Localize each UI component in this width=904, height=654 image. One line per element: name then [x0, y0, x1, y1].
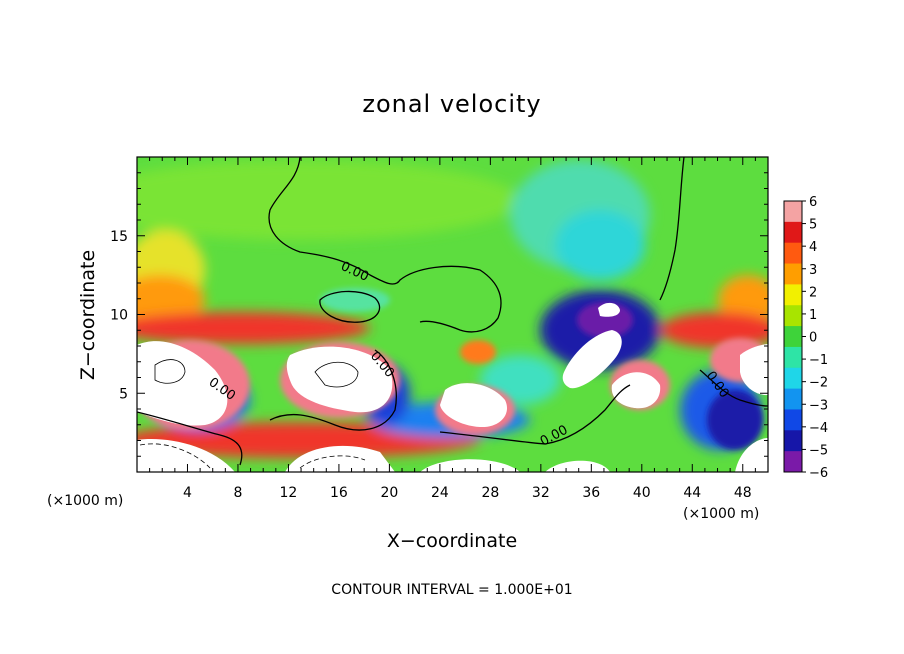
left-orange-band: [137, 275, 205, 325]
white-region-center: [440, 383, 508, 428]
red-layer-left: [137, 312, 370, 344]
colorbar-label: −6: [809, 466, 828, 481]
colorbar-label: 2: [809, 285, 817, 300]
white-region-mid: [286, 346, 393, 413]
white-region-upper-small: [598, 302, 620, 317]
colorbar-swatch: [784, 326, 802, 348]
light-cyan-patch: [320, 288, 390, 312]
colorbar-swatch: [784, 367, 802, 390]
colorbar-swatch: [784, 451, 802, 473]
red-layer-right: [660, 312, 768, 348]
x-tick-label: 44: [683, 485, 701, 501]
colorbar-label: 6: [809, 195, 817, 210]
x-tick-label: 20: [380, 485, 398, 501]
x-tick-label: 16: [330, 485, 348, 501]
colorbar-label: 1: [809, 308, 817, 323]
x-tick-label: 48: [734, 485, 752, 501]
colorbar-label: −2: [809, 376, 828, 391]
x-tick-label: 4: [183, 485, 192, 501]
white-region-far-right: [740, 344, 768, 396]
x-tick-label: 12: [280, 485, 298, 501]
contour-zero-mid: [269, 349, 397, 431]
orange-blob: [460, 340, 496, 364]
colorbar-label: 5: [809, 218, 817, 233]
white-region-right: [611, 372, 661, 409]
colorbar-swatch: [784, 284, 802, 306]
contour-thin-mid: [314, 361, 359, 388]
colorbar-label: 4: [809, 240, 817, 255]
colorbar-label: 0: [809, 331, 817, 346]
colorbar-swatch: [784, 388, 802, 410]
x-tick-label: 8: [233, 485, 242, 501]
x-tick-label: 32: [532, 485, 550, 501]
right-purple-cell: [707, 390, 763, 450]
contour-zero-far-right: [699, 369, 768, 407]
colorbar-label: −5: [809, 443, 828, 458]
y-axis-title: Z−coordinate: [77, 250, 99, 380]
x-tick-label: 24: [431, 485, 449, 501]
x-unit-right: (×1000 m): [683, 506, 759, 522]
contour-thin-left: [154, 359, 186, 384]
colorbar-label: −4: [809, 421, 828, 436]
colorbar: 6 5 4 3 2 1 0 −1 −2 −3 −4 −5 −6: [783, 195, 828, 481]
contour-zero-loop: [319, 290, 381, 323]
contour-interval-note: CONTOUR INTERVAL = 1.000E+01: [331, 582, 572, 598]
colorbar-swatch: [784, 305, 802, 327]
colorbar-swatch: [784, 430, 802, 452]
contour-zero-right: [659, 157, 685, 301]
x-axis: 4 8 12 16 20 24 28 32 36 40 44 48: [149, 157, 756, 501]
white-region-bottom-left: [137, 439, 235, 472]
y-tick-label: 15: [110, 229, 128, 245]
x-tick-label: 28: [481, 485, 499, 501]
colorbar-label: 3: [809, 263, 817, 278]
colorbar-label: −3: [809, 398, 828, 413]
heatmap-field: 0.00 0.00 0.00 0.00 0.00: [137, 157, 768, 472]
contour-zero-low: [137, 411, 243, 466]
contour-zero-upper: [268, 157, 502, 333]
contour-dashed-mid: [299, 455, 366, 469]
chart-title: zonal velocity: [362, 90, 541, 118]
colorbar-label: −1: [809, 353, 828, 368]
x-axis-title: X−coordinate: [387, 530, 517, 552]
y-tick-label: 5: [119, 386, 128, 402]
colorbar-swatch: [784, 409, 802, 431]
white-region-bottom-mid: [285, 445, 395, 472]
x-tick-label: 36: [582, 485, 600, 501]
white-region-bottom-center: [420, 459, 520, 472]
y-tick-label: 10: [110, 308, 128, 324]
colorbar-swatch: [784, 201, 802, 223]
white-region-bottom-far-right: [735, 438, 768, 472]
white-region-upper: [562, 330, 622, 389]
x-tick-label: 40: [633, 485, 651, 501]
colorbar-swatch: [784, 346, 802, 369]
x-unit-left: (×1000 m): [47, 493, 123, 509]
cyan-core: [555, 210, 645, 280]
y-axis: 5 10 15: [110, 172, 768, 457]
contour-zero-bottom: [439, 384, 631, 445]
upper-green-band: [137, 160, 520, 240]
colorbar-swatch: [784, 242, 802, 265]
colorbar-swatch: [784, 263, 802, 285]
colorbar-swatch: [784, 221, 802, 244]
white-region-bottom-right: [545, 460, 610, 472]
